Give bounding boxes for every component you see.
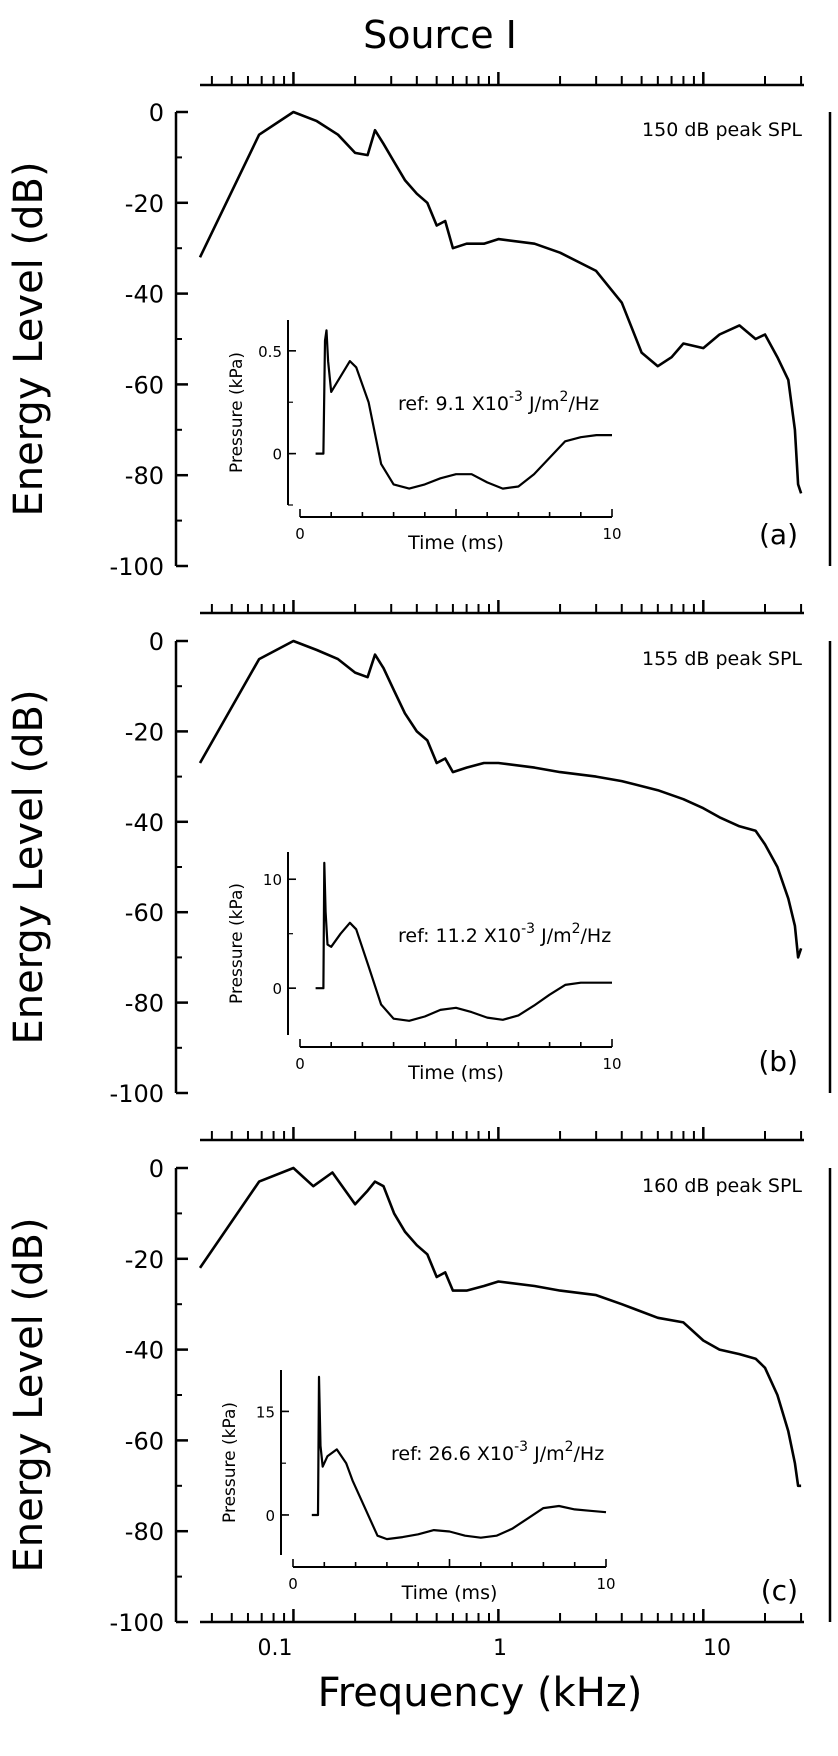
panel-b: 0 -20 -40 -60 -80 -100 Energy Level (dB) 155 dB… [6,600,832,1108]
inset-x-tick-label: 10 [602,1055,621,1073]
y-tick-label: 0 [149,1155,164,1183]
inset-y-tick-label: 0 [272,980,282,998]
panel-label: (b) [758,1045,798,1078]
inset-y-axis-label: Pressure (kPa) [227,883,247,1004]
inset-y-tick-label: 0.5 [258,343,282,361]
ref-text-suffix: /Hz [581,925,612,947]
x-tick-label-0.1: 0.1 [258,1636,293,1661]
energy-spectrum-line [198,110,803,494]
ref-text-unit: J/m [523,393,560,415]
inset-y-tick-label: 10 [263,871,282,889]
inset-x-axis-label: Time (ms) [401,1582,498,1604]
inset-x-tick-label: 0 [295,525,305,543]
y-tick-label: -60 [125,371,164,399]
ref-text-prefix: ref: 11.2 X10 [398,925,521,947]
inset-y-tick-label: 15 [256,1403,275,1421]
ref-text-exponent: 2 [560,389,569,405]
x-tick-label-1: 1 [493,1636,507,1661]
y-tick-label: -80 [125,1518,164,1546]
y-tick-label: 0 [149,628,164,656]
y-tick-label: -20 [125,1246,164,1274]
inset-y-tick-label: 0 [265,1507,275,1525]
y-tick-label: -60 [125,1427,164,1455]
ref-text-unit: J/m [535,925,572,947]
y-axis-label: Energy Level (dB) [6,161,52,516]
panel-c: 0 -20 -40 -60 -80 -100 Energy Level (dB) 160 dB… [6,1127,832,1637]
inset-y-axis-label: Pressure (kPa) [220,1402,240,1523]
y-tick-label: -80 [125,990,164,1018]
y-tick-label: -40 [125,1337,164,1365]
energy-spectrum-line [198,639,803,959]
panel-a: 0 -20 -40 -60 -80 -100 Energy Level (dB) 150 dB… [6,99,832,581]
x-tick-label-10: 10 [703,1636,731,1661]
inset-x-tick-label: 10 [596,1575,615,1593]
ref-text-suffix: /Hz [574,1443,605,1465]
ref-text-exponent: 2 [572,921,581,937]
inset-y-axis-label: Pressure (kPa) [227,352,247,473]
ref-text-exponent: 2 [565,1439,574,1455]
y-tick-label: 0 [149,99,164,127]
panel-label: (a) [759,518,798,551]
inset-pressure-line [315,329,612,490]
ref-text-unit: J/m [528,1443,565,1465]
inset-ref-annotation: ref: 9.1 X10-3 J/m2/Hz [398,389,599,415]
panel-label: (c) [761,1574,798,1607]
y-tick-label: -100 [110,1609,164,1637]
ref-text-exponent: -3 [521,921,535,937]
y-axis-label: Energy Level (dB) [6,689,52,1044]
ref-text-suffix: /Hz [568,393,599,415]
inset-waveform: 0 10 0.5 0 Time (ms) Pressure (kPa) ref: 9.1 X… [227,320,622,554]
inset-waveform: 0 10 15 0 Time (ms) Pressure (kPa) ref: 26.6 X… [220,1370,616,1604]
inset-pressure-line [315,861,612,1022]
peak-spl-annotation: 150 dB peak SPL [642,119,802,141]
inset-y-tick-label: 0 [272,446,282,464]
ref-text-exponent: -3 [509,389,523,405]
inset-x-tick-label: 0 [288,1575,298,1593]
inset-ref-annotation: ref: 11.2 X10-3 J/m2/Hz [398,921,611,947]
inset-ref-annotation: ref: 26.6 X10-3 J/m2/Hz [391,1439,604,1465]
inset-pressure-line [311,1375,607,1541]
y-tick-label: -20 [125,718,164,746]
energy-spectrum-line [198,1166,802,1488]
peak-spl-annotation: 155 dB peak SPL [642,648,802,670]
x-axis-label: Frequency (kHz) [318,1670,643,1716]
bottom-x-axis: 0.1 1 10 Frequency (kHz) [258,1636,732,1716]
y-tick-label: -40 [125,281,164,309]
figure-title: Source I [363,13,517,57]
y-tick-label: -40 [125,809,164,837]
y-tick-label: -60 [125,899,164,927]
inset-waveform: 0 10 10 0 Time (ms) Pressure (kPa) ref: 11.2 X… [227,852,622,1084]
inset-x-tick-label: 0 [295,1055,305,1073]
peak-spl-annotation: 160 dB peak SPL [642,1175,802,1197]
ref-text-exponent: -3 [514,1439,528,1455]
inset-x-axis-label: Time (ms) [407,532,504,554]
y-tick-label: -100 [110,1080,164,1108]
panels-group: 0 -20 -40 -60 -80 -100 Energy Level (dB) 150 dB… [6,72,832,1637]
y-tick-label: -80 [125,462,164,490]
y-axis-label: Energy Level (dB) [6,1217,52,1572]
inset-x-tick-label: 10 [602,525,621,543]
y-tick-label: -100 [110,553,164,581]
ref-text-prefix: ref: 26.6 X10 [391,1443,514,1465]
y-tick-label: -20 [125,190,164,218]
ref-text-prefix: ref: 9.1 X10 [398,393,509,415]
inset-x-axis-label: Time (ms) [407,1062,504,1084]
